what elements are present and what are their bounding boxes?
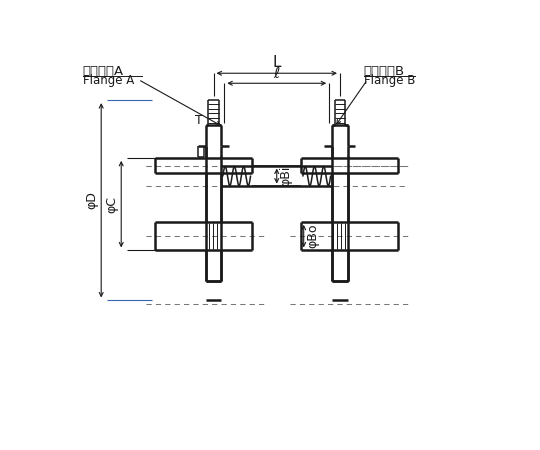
Text: φBo: φBo bbox=[306, 224, 319, 248]
Text: φD: φD bbox=[85, 191, 98, 209]
Text: ℓ: ℓ bbox=[274, 66, 280, 81]
Text: フランジA: フランジA bbox=[83, 65, 124, 78]
Text: Flange A: Flange A bbox=[83, 74, 134, 87]
Text: フランジB: フランジB bbox=[364, 65, 405, 78]
Text: φC: φC bbox=[105, 196, 118, 213]
Text: T: T bbox=[195, 114, 203, 127]
Text: φBi: φBi bbox=[279, 166, 292, 186]
Text: Flange B: Flange B bbox=[364, 74, 415, 87]
Text: L: L bbox=[273, 55, 281, 70]
